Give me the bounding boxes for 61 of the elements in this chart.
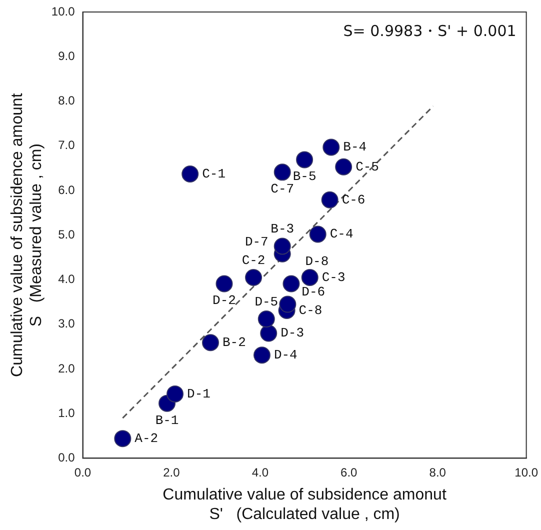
point bbox=[258, 310, 275, 328]
data-label: C-3 bbox=[322, 270, 346, 285]
data-label: C-6 bbox=[342, 192, 366, 208]
point bbox=[202, 334, 220, 352]
point bbox=[182, 165, 199, 182]
point bbox=[253, 346, 270, 364]
data-label: B-1 bbox=[155, 412, 179, 428]
point bbox=[296, 151, 314, 168]
x-axis-title: Cumulative value of subsidence amonut S' (Calculated value , cm) bbox=[162, 486, 447, 523]
point bbox=[260, 324, 278, 342]
data-label: B-2 bbox=[222, 335, 246, 350]
point bbox=[166, 385, 184, 402]
point bbox=[245, 268, 262, 286]
point bbox=[282, 275, 300, 292]
x-tick-label: 0.0 bbox=[74, 466, 92, 480]
point bbox=[309, 226, 326, 243]
y-tick-label: 1.0 bbox=[58, 406, 76, 420]
x-tick-label: 2.0 bbox=[163, 466, 180, 480]
data-label: C-5 bbox=[356, 159, 379, 174]
data-label: B-5 bbox=[292, 169, 316, 184]
data-label: D-1 bbox=[187, 386, 211, 402]
y-tick-label: 7.0 bbox=[58, 138, 76, 152]
data-label: C-1 bbox=[202, 166, 226, 182]
data-label: B-4 bbox=[343, 140, 367, 155]
x-tick-label: 4.0 bbox=[252, 466, 269, 480]
point bbox=[216, 275, 233, 292]
data-label: C-8 bbox=[298, 302, 322, 318]
data-label: D-5 bbox=[254, 294, 278, 310]
data-label: C-2 bbox=[242, 252, 266, 268]
y-tick-label: 2.0 bbox=[58, 361, 76, 376]
data-label: B-3 bbox=[270, 222, 294, 237]
data-label: D-2 bbox=[212, 293, 236, 308]
y-tick-label: 5.0 bbox=[58, 227, 76, 242]
data-label: C-4 bbox=[330, 226, 354, 242]
point bbox=[301, 268, 318, 286]
data-label: A-2 bbox=[134, 431, 158, 446]
point bbox=[322, 138, 340, 156]
point bbox=[274, 238, 291, 255]
y-tick-label: 10.0 bbox=[51, 4, 76, 18]
data-label: D-6 bbox=[302, 284, 326, 300]
y-tick-label: 9.0 bbox=[58, 48, 76, 63]
annotation: S= 0.9983・S' + 0.001 bbox=[343, 22, 516, 41]
data-label: D-3 bbox=[280, 326, 304, 341]
point bbox=[321, 191, 338, 208]
x-tick-label: 10.0 bbox=[514, 466, 538, 480]
x-tick-label: 6.0 bbox=[340, 466, 358, 480]
y-tick-label: 0.0 bbox=[58, 450, 76, 465]
point bbox=[335, 158, 352, 176]
y-tick-label: 3.0 bbox=[58, 316, 76, 331]
data-label: D-4 bbox=[274, 348, 298, 363]
data-label: D-8 bbox=[305, 254, 329, 270]
y-tick-label: 4.0 bbox=[58, 272, 76, 286]
y-axis-title: Cumulative value of subsidence amount S (Measured value , cm) bbox=[9, 92, 46, 377]
data-label: D-7 bbox=[244, 234, 268, 250]
point bbox=[114, 430, 132, 448]
point bbox=[274, 164, 291, 181]
y-tick-label: 6.0 bbox=[58, 182, 76, 197]
data-label: C-7 bbox=[270, 182, 294, 197]
point bbox=[279, 296, 296, 313]
x-tick-label: 8.0 bbox=[429, 466, 446, 480]
y-tick-label: 8.0 bbox=[58, 94, 76, 108]
